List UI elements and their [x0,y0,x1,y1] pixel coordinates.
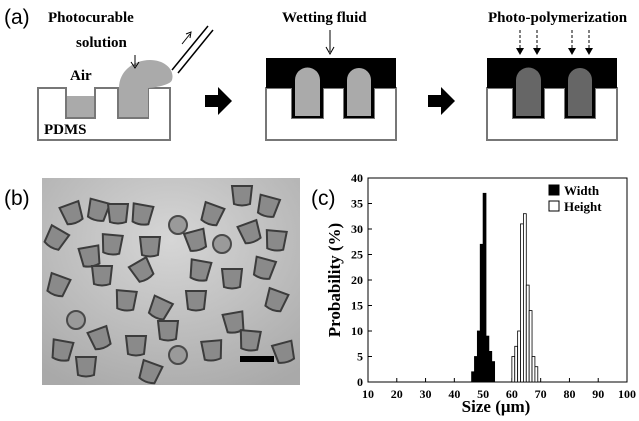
schematic-label: Photocurable [48,10,134,26]
bar [482,192,487,383]
particle [252,255,278,280]
panel-label: (a) [4,6,30,29]
y-tick-label: 0 [357,375,363,389]
x-axis-label: Size (μm) [462,397,531,416]
legend-swatch [548,200,560,212]
particle [43,223,71,251]
arrow [205,87,232,115]
bar [514,345,519,383]
particle [239,329,262,352]
y-tick-label: 30 [351,222,363,236]
particle [189,258,213,282]
y-axis-label: Probability (%) [325,223,344,337]
particle [115,289,138,312]
particles [43,185,296,385]
particle [270,339,296,364]
particle [138,236,162,258]
y-tick-label: 35 [351,197,363,211]
schematic-step3 [486,30,618,141]
particle [200,200,226,227]
particle [46,271,72,298]
particle [264,286,290,313]
particle [256,193,282,218]
x-tick-label: 80 [563,387,575,401]
bar [520,223,524,383]
legend-swatch [548,184,560,196]
bar [471,371,475,383]
scale-bar [240,356,274,362]
particle [86,324,112,351]
bar [531,356,536,383]
panel-label: (c) [311,187,336,210]
particle [127,255,155,283]
particle [51,338,75,362]
panel-label: (b) [4,187,30,210]
x-tick-label: 20 [391,387,403,401]
bar [485,335,490,383]
particle [168,215,188,235]
y-tick-label: 15 [351,299,363,313]
particle [66,310,86,330]
x-tick-label: 100 [618,387,636,401]
particle [90,265,114,287]
schematic-label: PDMS [44,122,87,138]
particle [86,197,112,222]
schematic-label: Air [70,68,92,84]
bar [476,330,481,383]
particle [124,335,148,357]
particle [236,218,262,245]
particle [131,202,155,226]
bar [528,310,533,383]
particle [101,233,124,256]
bar [479,243,484,383]
schematic-label: Photo-polymerization [488,10,628,26]
bar [511,356,516,383]
bar [523,213,527,383]
bar [491,361,496,383]
y-tick-label: 5 [357,350,363,364]
particle [168,345,188,365]
bar [534,366,539,383]
particle [156,320,180,342]
particle [220,268,244,290]
bar [488,350,493,383]
particle [58,199,84,226]
y-tick-label: 10 [351,324,363,338]
legend-label: Width [564,183,600,198]
bar [517,330,521,383]
x-tick-label: 90 [592,387,604,401]
x-tick-label: 10 [362,387,374,401]
x-tick-label: 70 [535,387,547,401]
legend-label: Height [564,199,602,214]
x-tick-label: 30 [420,387,432,401]
particle [147,294,175,321]
x-tick-label: 50 [477,387,489,401]
arrow [428,87,455,115]
particle [138,358,164,385]
particle [184,290,208,312]
schematic-label: Wetting fluid [282,10,367,26]
particle [74,356,98,378]
particle [230,185,254,207]
schematic-step2 [265,30,397,141]
particle [212,234,232,254]
bar [474,356,478,383]
particle [182,227,208,252]
particle [265,229,288,252]
bar [525,284,530,383]
schematic-label: solution [76,35,128,51]
x-tick-label: 60 [506,387,518,401]
particle [200,339,223,362]
particle [106,203,130,225]
y-tick-label: 20 [351,273,363,287]
x-tick-label: 40 [448,387,460,401]
y-tick-label: 25 [351,248,363,262]
y-tick-label: 40 [351,171,363,185]
schematic-step1 [37,25,214,141]
